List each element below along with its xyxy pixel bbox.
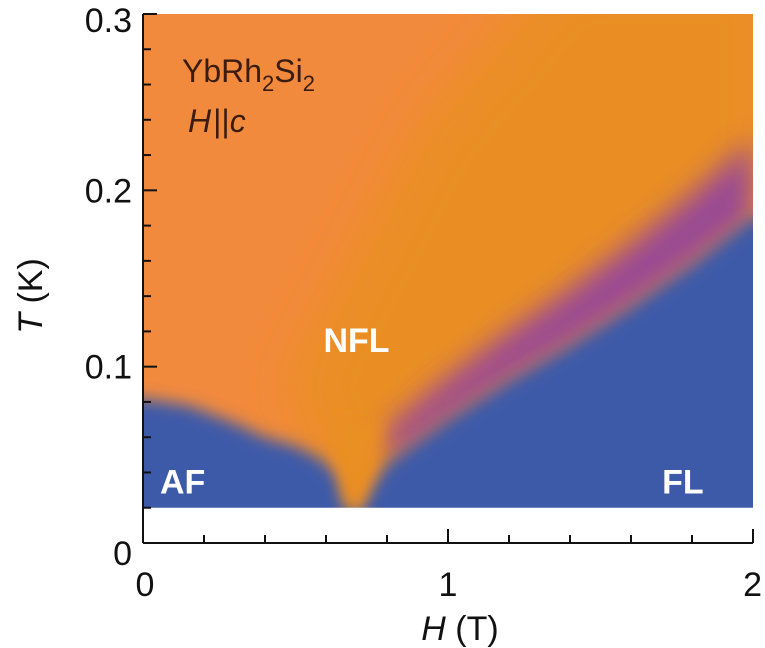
region-label-fl: FL <box>662 463 704 501</box>
region-labels: AF NFL FL <box>160 322 704 501</box>
y-tick-label: 0.3 <box>85 2 132 40</box>
y-tick-label: 0.2 <box>85 172 132 210</box>
y-ticks <box>143 13 157 544</box>
plot-area <box>143 14 753 543</box>
magenta-band <box>387 139 753 464</box>
region-label-af: AF <box>160 463 205 501</box>
af-region-fill <box>143 398 354 543</box>
fl-region-fill <box>356 216 753 543</box>
x-ticks <box>142 529 754 543</box>
qcp-wedge <box>335 419 381 508</box>
x-tick-label: 0 <box>136 566 155 604</box>
x-tick-label: 1 <box>439 566 458 604</box>
field-direction: H||c <box>188 103 246 139</box>
y-tick-labels: 0 0.1 0.2 0.3 <box>85 2 132 573</box>
y-tick-label: 0.1 <box>85 349 132 387</box>
x-tick-labels: 0 1 2 <box>136 566 762 604</box>
sample-formula: YbRh2Si2 <box>182 53 315 96</box>
x-axis-label: H (T) <box>421 610 498 648</box>
crossover-band <box>280 14 753 508</box>
region-label-nfl: NFL <box>323 322 389 360</box>
y-tick-label: 0 <box>113 535 132 573</box>
y-axis-label: T (K) <box>12 258 50 334</box>
x-tick-label: 2 <box>743 566 762 604</box>
